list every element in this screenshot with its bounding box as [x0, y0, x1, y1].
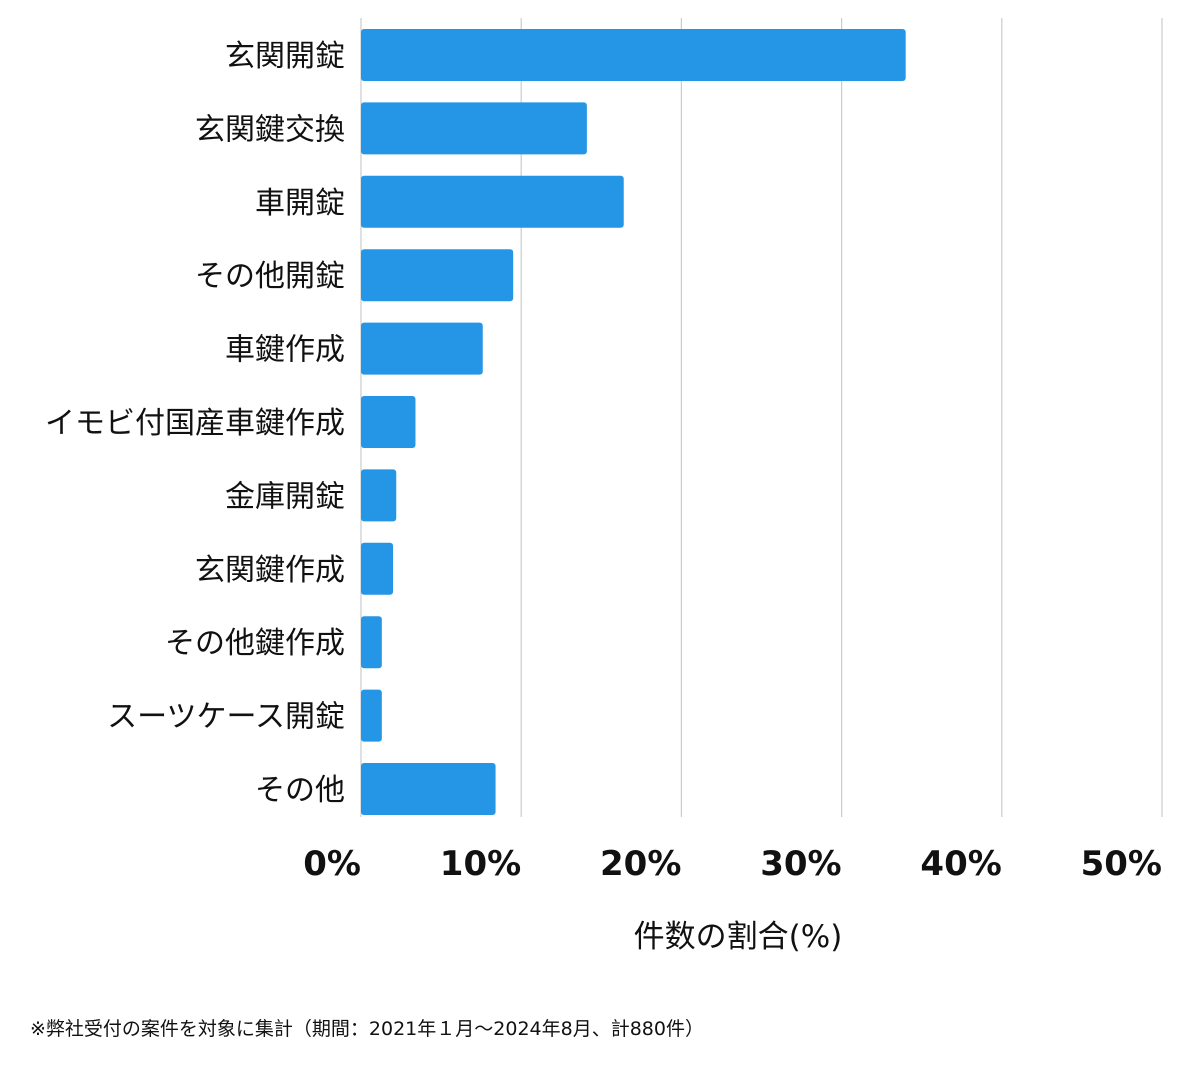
x-tick-label-30: 30% [760, 844, 841, 884]
category-label-5: イモビ付国産車鍵作成 [45, 406, 345, 441]
x-tick-label-10: 10% [440, 844, 521, 884]
category-label-2: 車開錠 [255, 186, 345, 221]
x-axis-title: 件数の割合(%) [634, 919, 843, 955]
bar-8 [361, 616, 382, 669]
footnote: ※弊社受付の案件を対象に集計（期間：2021年１月〜2024年8月、計880件） [30, 1018, 704, 1040]
category-label-8: その他鍵作成 [165, 626, 345, 661]
bar-5 [361, 396, 416, 448]
bar-4 [361, 322, 483, 375]
x-tick-label-50: 50% [1081, 844, 1162, 884]
category-label-10: その他 [255, 773, 345, 808]
chart-canvas: 玄関開錠玄関鍵交換車開錠その他開錠車鍵作成イモビ付国産車鍵作成金庫開錠玄関鍵作成… [45, 18, 1163, 955]
category-label-0: 玄関開錠 [225, 39, 345, 74]
x-tick-label-20: 20% [600, 844, 681, 884]
bar-0 [361, 29, 906, 81]
category-label-9: スーツケース開錠 [107, 700, 345, 735]
category-label-6: 金庫開錠 [225, 479, 345, 514]
category-labels: 玄関開錠玄関鍵交換車開錠その他開錠車鍵作成イモビ付国産車鍵作成金庫開錠玄関鍵作成… [45, 39, 345, 808]
bar-10 [361, 763, 496, 815]
category-label-1: 玄関鍵交換 [195, 112, 345, 147]
category-label-4: 車鍵作成 [225, 333, 345, 368]
category-label-7: 玄関鍵作成 [195, 553, 345, 588]
bar-6 [361, 469, 397, 522]
bar-2 [361, 175, 624, 228]
x-tick-label-40: 40% [920, 844, 1001, 884]
category-label-3: その他開錠 [195, 259, 345, 294]
bar-7 [361, 542, 394, 595]
bar-3 [361, 249, 514, 302]
bar-9 [361, 689, 382, 742]
bar-chart: 玄関開錠玄関鍵交換車開錠その他開錠車鍵作成イモビ付国産車鍵作成金庫開錠玄関鍵作成… [45, 18, 1163, 955]
x-tick-labels: 0% 10% 20% 30% 40% 50% [303, 844, 1162, 884]
bars [361, 29, 906, 815]
x-tick-label-0: 0% [303, 844, 361, 884]
bar-1 [361, 102, 587, 155]
